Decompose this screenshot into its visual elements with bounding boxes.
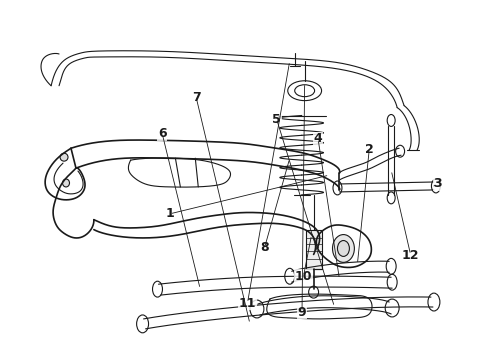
Text: 8: 8 [260, 241, 269, 255]
Text: 2: 2 [365, 143, 373, 156]
Text: 1: 1 [165, 207, 174, 220]
Text: 9: 9 [298, 306, 306, 319]
Text: 5: 5 [272, 113, 281, 126]
Ellipse shape [338, 240, 349, 256]
Text: 3: 3 [433, 177, 442, 190]
Polygon shape [306, 230, 321, 269]
Ellipse shape [333, 235, 354, 262]
Text: 12: 12 [402, 248, 419, 261]
Text: 7: 7 [192, 91, 200, 104]
Text: 10: 10 [294, 270, 312, 283]
Text: 11: 11 [239, 297, 256, 310]
Text: 4: 4 [314, 132, 322, 145]
Text: 6: 6 [158, 127, 167, 140]
Ellipse shape [60, 153, 68, 161]
Ellipse shape [63, 179, 70, 187]
